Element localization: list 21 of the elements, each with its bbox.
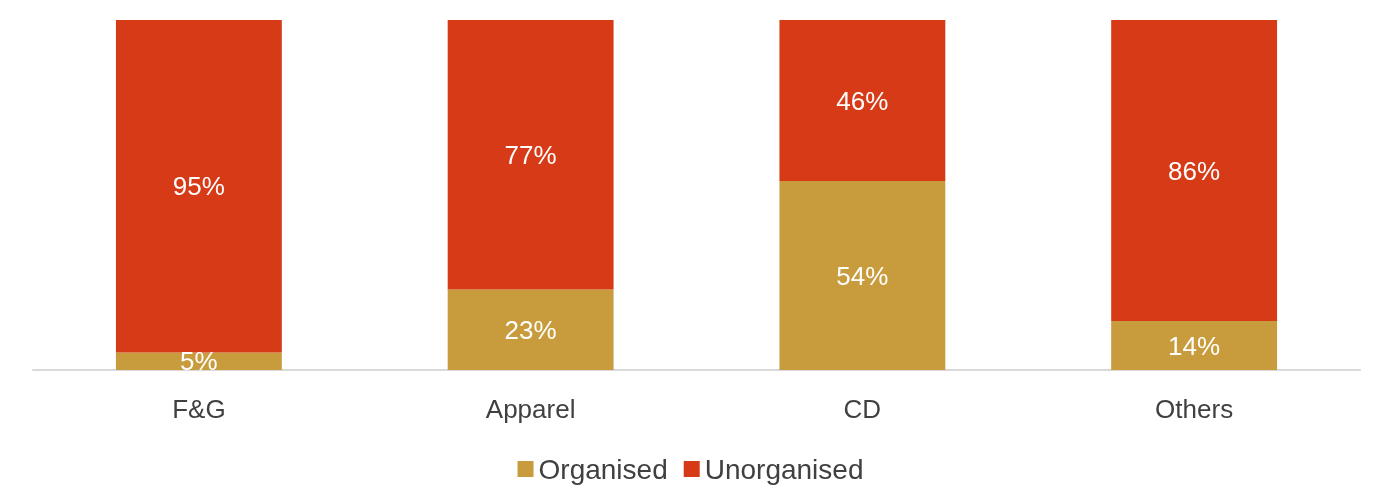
bar	[779, 20, 946, 181]
data-label: 86%	[1168, 155, 1221, 186]
bar	[447, 20, 614, 290]
legend-label: Unorganised	[704, 453, 864, 485]
data-label: 14%	[1168, 330, 1221, 361]
bar	[779, 181, 946, 370]
data-label: 54%	[836, 260, 889, 291]
bar	[115, 20, 282, 353]
bar	[447, 289, 614, 370]
legend-label: Organised	[538, 453, 668, 485]
x-tick-label: Apparel	[485, 394, 576, 424]
data-label: 46%	[836, 85, 889, 116]
bar	[1111, 321, 1278, 370]
bar	[1111, 20, 1278, 321]
data-label: 5%	[180, 346, 218, 377]
x-tick-label: F&G	[172, 394, 226, 424]
data-label: 23%	[504, 314, 557, 345]
x-tick-label: Others	[1155, 394, 1234, 424]
data-label: 77%	[504, 139, 557, 170]
x-tick-label: CD	[843, 394, 882, 424]
data-label: 95%	[172, 171, 225, 202]
